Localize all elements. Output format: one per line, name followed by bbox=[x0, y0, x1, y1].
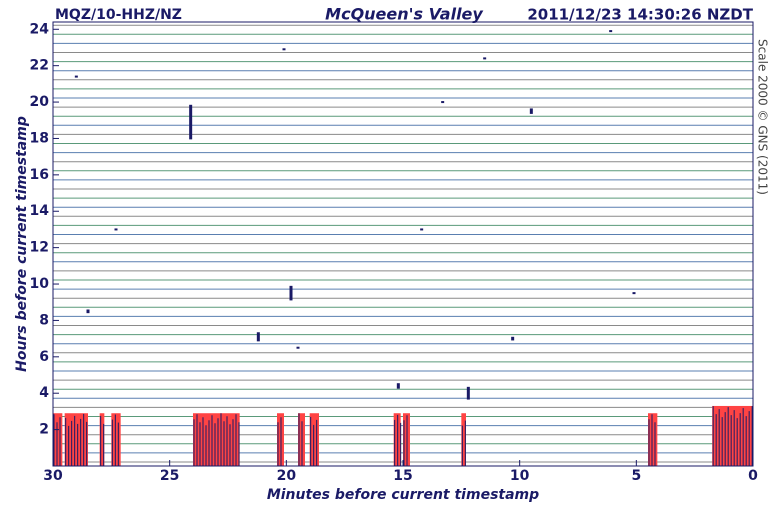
clipped-region bbox=[111, 413, 121, 466]
event bbox=[466, 386, 470, 400]
x-tick-label: 0 bbox=[748, 468, 758, 484]
event bbox=[256, 332, 260, 342]
side-note: Scale 2000 © GNS (2011) bbox=[756, 39, 770, 195]
clipped-region bbox=[461, 413, 466, 466]
y-tick-label: 6 bbox=[39, 349, 49, 365]
clipped-region bbox=[309, 413, 319, 466]
event bbox=[114, 228, 118, 231]
clipped-region bbox=[99, 413, 105, 466]
clipped-region bbox=[193, 413, 240, 466]
timestamp: 2011/12/23 14:30:26 NZDT bbox=[527, 6, 753, 24]
x-tick-label: 20 bbox=[277, 468, 297, 484]
event bbox=[632, 292, 636, 295]
y-tick-label: 10 bbox=[30, 276, 50, 292]
y-tick-label: 8 bbox=[39, 312, 49, 328]
y-tick-label: 20 bbox=[30, 94, 50, 110]
y-axis-label: Hours before current timestamp bbox=[14, 116, 30, 372]
station: MQZ/10-HHZ/NZ bbox=[55, 7, 182, 23]
event bbox=[289, 285, 293, 301]
y-tick-label: 24 bbox=[30, 21, 50, 37]
clipped-region bbox=[648, 413, 658, 466]
clipped-region bbox=[53, 413, 63, 466]
event bbox=[74, 75, 78, 78]
x-tick-label: 5 bbox=[631, 468, 641, 484]
event bbox=[296, 346, 300, 349]
event bbox=[609, 30, 613, 33]
chart-title: McQueen's Valley bbox=[325, 5, 483, 24]
x-axis-label: Minutes before current timestamp bbox=[267, 487, 539, 503]
y-tick-label: 18 bbox=[30, 130, 49, 146]
y-tick-label: 2 bbox=[39, 422, 49, 438]
event bbox=[511, 336, 515, 341]
event bbox=[420, 228, 424, 231]
y-tick-label: 4 bbox=[39, 385, 49, 401]
x-tick-label: 30 bbox=[43, 468, 63, 484]
clipped-region bbox=[64, 413, 88, 466]
y-tick-label: 22 bbox=[30, 58, 49, 74]
event bbox=[86, 309, 90, 314]
x-tick-label: 15 bbox=[393, 468, 412, 484]
y-tick-label: 12 bbox=[30, 240, 49, 256]
event bbox=[483, 57, 487, 60]
event bbox=[441, 101, 445, 104]
y-tick-label: 16 bbox=[30, 167, 49, 183]
trace-lines bbox=[53, 24, 753, 463]
event bbox=[282, 48, 286, 51]
x-tick-label: 10 bbox=[510, 468, 530, 484]
event bbox=[529, 108, 533, 114]
y-tick-label: 14 bbox=[30, 203, 50, 219]
clipped-region bbox=[712, 405, 753, 466]
x-tick-label: 25 bbox=[160, 468, 179, 484]
event bbox=[396, 383, 400, 389]
event bbox=[189, 104, 193, 140]
